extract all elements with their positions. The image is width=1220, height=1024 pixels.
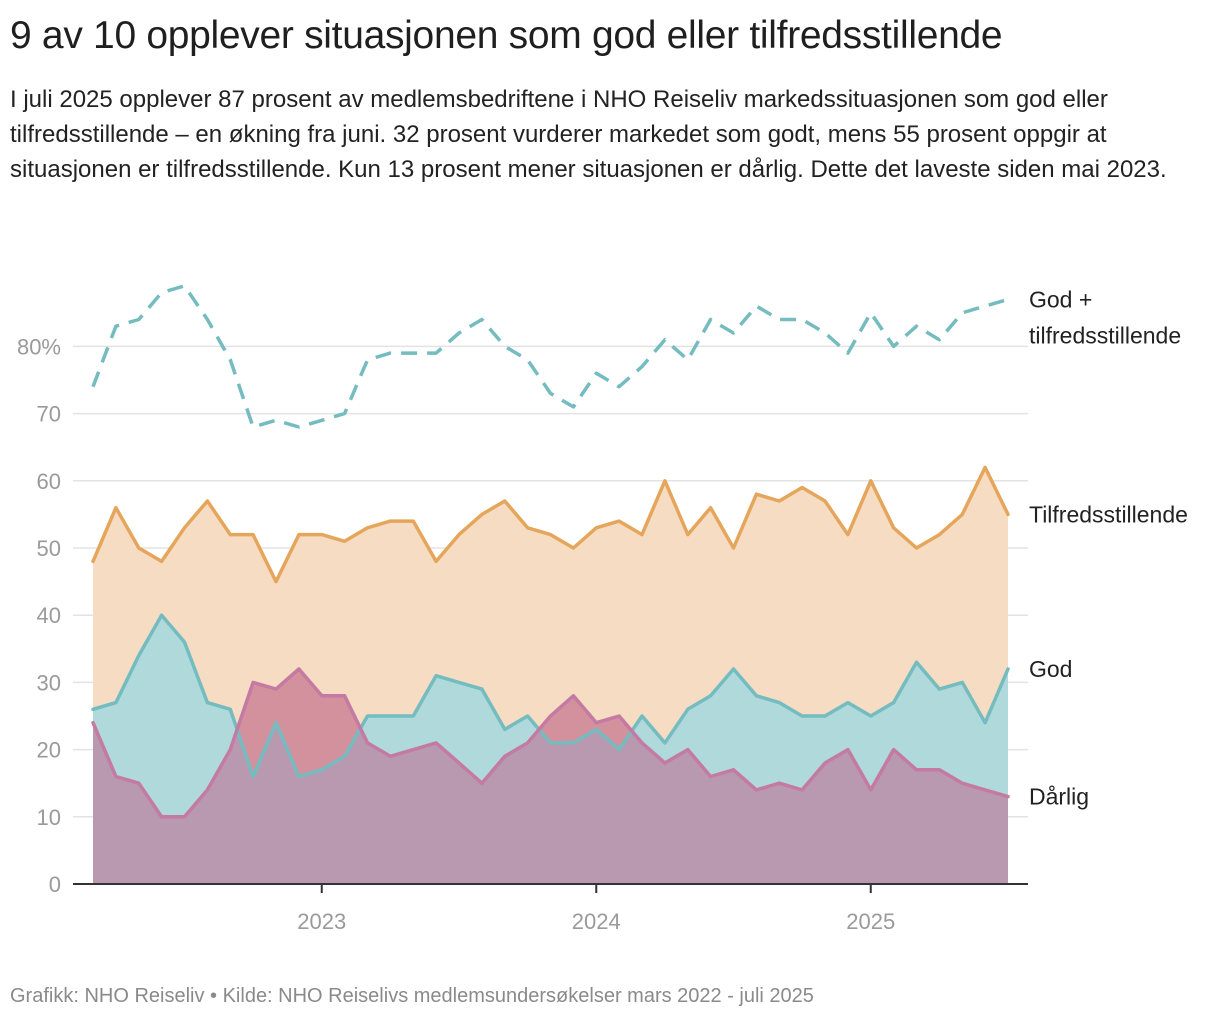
- series-lines: [91, 284, 1010, 819]
- line-god-tilfredsstillende: [91, 284, 1009, 429]
- y-tick-label-40: 40: [37, 603, 61, 628]
- y-tick-label-80: 80%: [17, 334, 61, 359]
- y-tick-label-0: 0: [49, 872, 61, 897]
- y-tick-label-10: 10: [37, 805, 61, 830]
- series-label-god: God: [1029, 656, 1072, 682]
- y-tick-label-70: 70: [37, 402, 61, 427]
- line-god: [91, 613, 1010, 779]
- y-tick-label-30: 30: [37, 670, 61, 695]
- chart-subtitle: I juli 2025 opplever 87 prosent av medle…: [10, 86, 1167, 183]
- source-note: Grafikk: NHO Reiseliv • Kilde: NHO Reise…: [10, 985, 814, 1007]
- series-label-god-tilfredsstillende: God + tilfredsstillende: [1029, 286, 1181, 348]
- x-tick-label-2024: 2024: [572, 909, 621, 934]
- line-daarlig: [91, 667, 1010, 819]
- area-fills: [93, 467, 1008, 884]
- line-tilfredsstillende: [91, 465, 1010, 584]
- y-tick-label-50: 50: [37, 536, 61, 561]
- y-tick-label-20: 20: [37, 738, 61, 763]
- y-tick-label-60: 60: [37, 469, 61, 494]
- series-label-tilfredsstillende: Tilfredsstillende: [1029, 501, 1188, 527]
- series-label-daarlig: Dårlig: [1029, 784, 1089, 810]
- axes: 0 10 20 30 40 50 60 70 80% 2023 2024 2025: [17, 334, 1028, 934]
- x-tick-label-2025: 2025: [846, 909, 895, 934]
- x-tick-label-2023: 2023: [297, 909, 346, 934]
- series-labels: God + tilfredsstillende Tilfredsstillende G…: [1029, 286, 1188, 809]
- chart-title: 9 av 10 opplever situasjonen som god ell…: [10, 14, 1003, 57]
